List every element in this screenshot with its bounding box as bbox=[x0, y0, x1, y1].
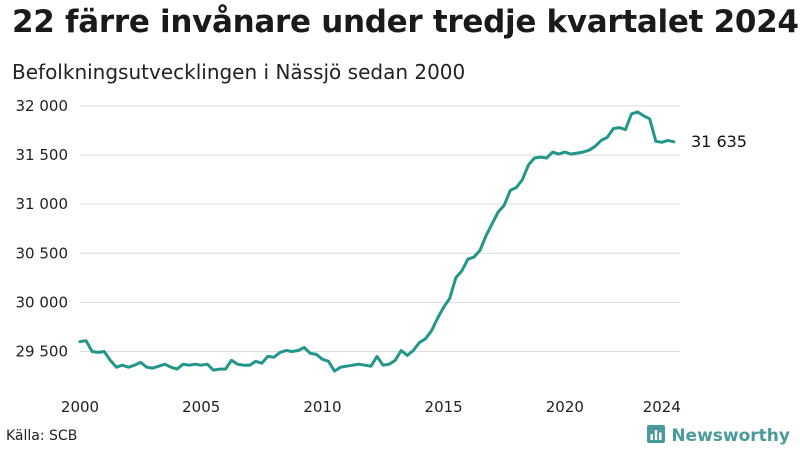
bar-chart-logo-icon bbox=[647, 425, 666, 447]
x-tick-label: 2020 bbox=[546, 398, 584, 416]
series-line bbox=[78, 110, 676, 373]
x-tick-label: 2010 bbox=[303, 398, 341, 416]
y-axis-tick-labels: 29 500 30 000 30 500 31 000 31 500 32 000 bbox=[16, 97, 69, 360]
end-value-group: 31 635 bbox=[691, 132, 747, 151]
x-tick-label: 2024 bbox=[643, 398, 681, 416]
y-tick-label: 30 500 bbox=[16, 244, 69, 262]
y-tick-label: 30 000 bbox=[16, 293, 69, 311]
y-tick-label: 31 000 bbox=[16, 195, 69, 213]
brand-name: Newsworthy bbox=[671, 426, 790, 446]
chart-title: 22 färre invånare under tredje kvartalet… bbox=[12, 4, 799, 40]
x-tick-label: 2000 bbox=[61, 398, 99, 416]
last-value-label: 31 635 bbox=[691, 132, 747, 151]
x-axis-tick-labels: 2000 2005 2010 2015 2020 2024 bbox=[61, 398, 681, 416]
source-label: Källa: SCB bbox=[6, 428, 78, 444]
x-tick-label: 2005 bbox=[182, 398, 220, 416]
y-tick-label: 29 500 bbox=[16, 342, 69, 360]
y-tick-label: 32 000 bbox=[16, 97, 69, 115]
y-tick-label: 31 500 bbox=[16, 146, 69, 164]
brand-logo: Newsworthy bbox=[647, 425, 790, 447]
chart-subtitle: Befolkningsutvecklingen i Nässjö sedan 2… bbox=[12, 60, 466, 84]
series-group bbox=[78, 110, 676, 373]
x-tick-label: 2015 bbox=[425, 398, 463, 416]
grid-lines bbox=[80, 105, 680, 352]
